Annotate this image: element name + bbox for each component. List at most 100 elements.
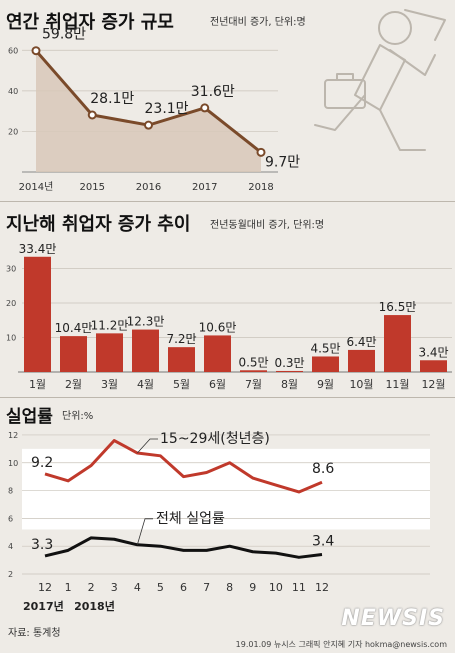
y-tick-label: 20 bbox=[8, 127, 18, 136]
year-label: 2017년 bbox=[23, 599, 64, 613]
x-tick-label: 3 bbox=[111, 581, 118, 594]
series-pointer-line bbox=[137, 438, 158, 454]
x-tick-label: 5월 bbox=[173, 378, 190, 391]
bar bbox=[204, 335, 231, 372]
series-line bbox=[44, 439, 323, 494]
monthly-chart-unit: 전년동월대비 증가, 단위:명 bbox=[210, 220, 325, 231]
x-tick-label: 2014년 bbox=[19, 181, 54, 193]
bar bbox=[168, 347, 195, 372]
x-tick-label: 4 bbox=[134, 581, 141, 594]
white-band bbox=[22, 448, 430, 530]
monthly-chart-title: 지난해 취업자 증가 추이 bbox=[6, 214, 191, 235]
bar-value-label: 33.4만 bbox=[19, 242, 57, 256]
data-point bbox=[200, 103, 210, 113]
x-tick-label: 1 bbox=[65, 581, 72, 594]
unemployment-chart-unit: 단위:% bbox=[62, 411, 94, 422]
x-tick-label: 2015 bbox=[80, 182, 105, 193]
x-tick-label: 10월 bbox=[349, 378, 373, 391]
newsis-logo: NEWSIS bbox=[341, 606, 445, 631]
x-tick-label: 2월 bbox=[65, 378, 82, 391]
y-tick-label: 30 bbox=[6, 265, 16, 274]
bar-value-label: 6.4만 bbox=[346, 335, 376, 349]
annual-area-chart: 20 40 60 59.8만 2014년 28.1만 2015 23.1만 2016 31.6만 2… bbox=[8, 27, 300, 193]
data-label: 31.6만 bbox=[191, 84, 235, 100]
y-tick-label: 60 bbox=[8, 46, 18, 55]
data-point bbox=[31, 46, 41, 56]
y-tick-label: 10 bbox=[6, 334, 16, 343]
x-tick-label: 6 bbox=[180, 581, 187, 594]
x-tick-label: 8 bbox=[226, 581, 233, 594]
bar-value-label: 7.2만 bbox=[166, 332, 196, 346]
data-point bbox=[144, 120, 153, 130]
x-tick-label: 1월 bbox=[29, 378, 46, 391]
series-start-label: 9.2 bbox=[31, 455, 53, 471]
bar bbox=[132, 329, 159, 372]
series-end-label: 8.6 bbox=[312, 461, 334, 477]
x-tick-label: 12월 bbox=[421, 378, 445, 391]
bar-value-label: 3.4만 bbox=[418, 345, 448, 359]
bar bbox=[420, 360, 447, 372]
series-name-label: 15~29세(청년층) bbox=[160, 431, 270, 447]
bar-value-label: 0.3만 bbox=[274, 356, 304, 370]
series-end-label: 3.4 bbox=[312, 534, 334, 550]
bar bbox=[384, 315, 411, 372]
annual-chart-unit: 전년대비 증가, 단위:명 bbox=[210, 17, 306, 28]
x-tick-label: 11 bbox=[292, 581, 306, 594]
x-tick-label: 12 bbox=[315, 581, 329, 594]
x-tick-label: 2016 bbox=[136, 182, 161, 193]
series-name-label: 전체 실업률 bbox=[156, 511, 225, 527]
x-tick-label: 8월 bbox=[281, 378, 298, 391]
series-line bbox=[44, 536, 323, 559]
bar-value-label: 4.5만 bbox=[310, 341, 340, 355]
x-tick-label: 5 bbox=[157, 581, 164, 594]
y-tick-label: 40 bbox=[8, 87, 18, 96]
x-tick-label: 10 bbox=[269, 581, 283, 594]
y-tick-label: 20 bbox=[6, 299, 16, 308]
area-fill bbox=[36, 50, 261, 172]
x-tick-label: 9 bbox=[249, 581, 256, 594]
x-tick-label: 7월 bbox=[245, 378, 262, 391]
x-tick-label: 2017 bbox=[192, 182, 217, 193]
annual-chart-panel: 연간 취업자 증가 규모 전년대비 증가, 단위:명 20 40 60 59.8만 20… bbox=[0, 0, 455, 200]
x-tick-label: 2 bbox=[88, 581, 95, 594]
bar bbox=[60, 336, 87, 372]
data-label: 28.1만 bbox=[90, 91, 134, 107]
y-tick-label: 2 bbox=[8, 570, 13, 579]
x-tick-label: 7 bbox=[203, 581, 210, 594]
divider-2 bbox=[0, 397, 455, 398]
x-tick-label: 3월 bbox=[101, 378, 118, 391]
unemployment-chart-title: 실업률 bbox=[6, 407, 53, 427]
x-tick-label: 2018 bbox=[248, 182, 273, 193]
bar bbox=[348, 349, 375, 372]
data-label: 23.1만 bbox=[145, 101, 189, 117]
bar bbox=[276, 370, 303, 372]
source-note: 자료: 통계청 bbox=[8, 628, 61, 639]
data-point bbox=[256, 147, 266, 157]
y-tick-label: 12 bbox=[8, 431, 18, 440]
bar-value-label: 10.4만 bbox=[55, 321, 93, 335]
unemployment-chart-panel: 실업률 단위:% 2 4 6 8 10 12 9.2 8.6 3.3 3.4 15~29세(청년층)… bbox=[0, 398, 455, 620]
x-tick-label: 4월 bbox=[137, 378, 154, 391]
y-tick-label: 10 bbox=[8, 459, 18, 468]
y-tick-label: 4 bbox=[8, 542, 13, 551]
bar-value-label: 12.3만 bbox=[127, 315, 165, 329]
bar bbox=[312, 356, 339, 372]
runner-illustration bbox=[314, 9, 446, 151]
series-start-label: 3.3 bbox=[31, 537, 53, 553]
credit-note: 19.01.09 뉴시스 그래픽 안지혜 기자 hokma@newsis.com bbox=[235, 640, 447, 649]
bar-value-label: 16.5만 bbox=[379, 300, 417, 314]
bar-value-label: 10.6만 bbox=[199, 320, 237, 334]
monthly-chart-panel: 지난해 취업자 증가 추이 전년동월대비 증가, 단위:명 10 20 30 33.4… bbox=[0, 202, 455, 396]
x-tick-label: 9월 bbox=[317, 378, 334, 391]
data-point bbox=[87, 110, 97, 120]
x-tick-label: 6월 bbox=[209, 378, 226, 391]
series-pointer-line bbox=[136, 518, 153, 545]
year-label: 2018년 bbox=[74, 599, 115, 613]
data-label: 59.8만 bbox=[42, 27, 86, 43]
y-tick-label: 8 bbox=[8, 487, 13, 496]
data-label: 9.7만 bbox=[265, 154, 300, 170]
y-tick-label: 6 bbox=[8, 514, 13, 523]
bar bbox=[240, 370, 267, 372]
bar-value-label: 11.2만 bbox=[91, 318, 129, 332]
divider-1 bbox=[0, 201, 455, 202]
